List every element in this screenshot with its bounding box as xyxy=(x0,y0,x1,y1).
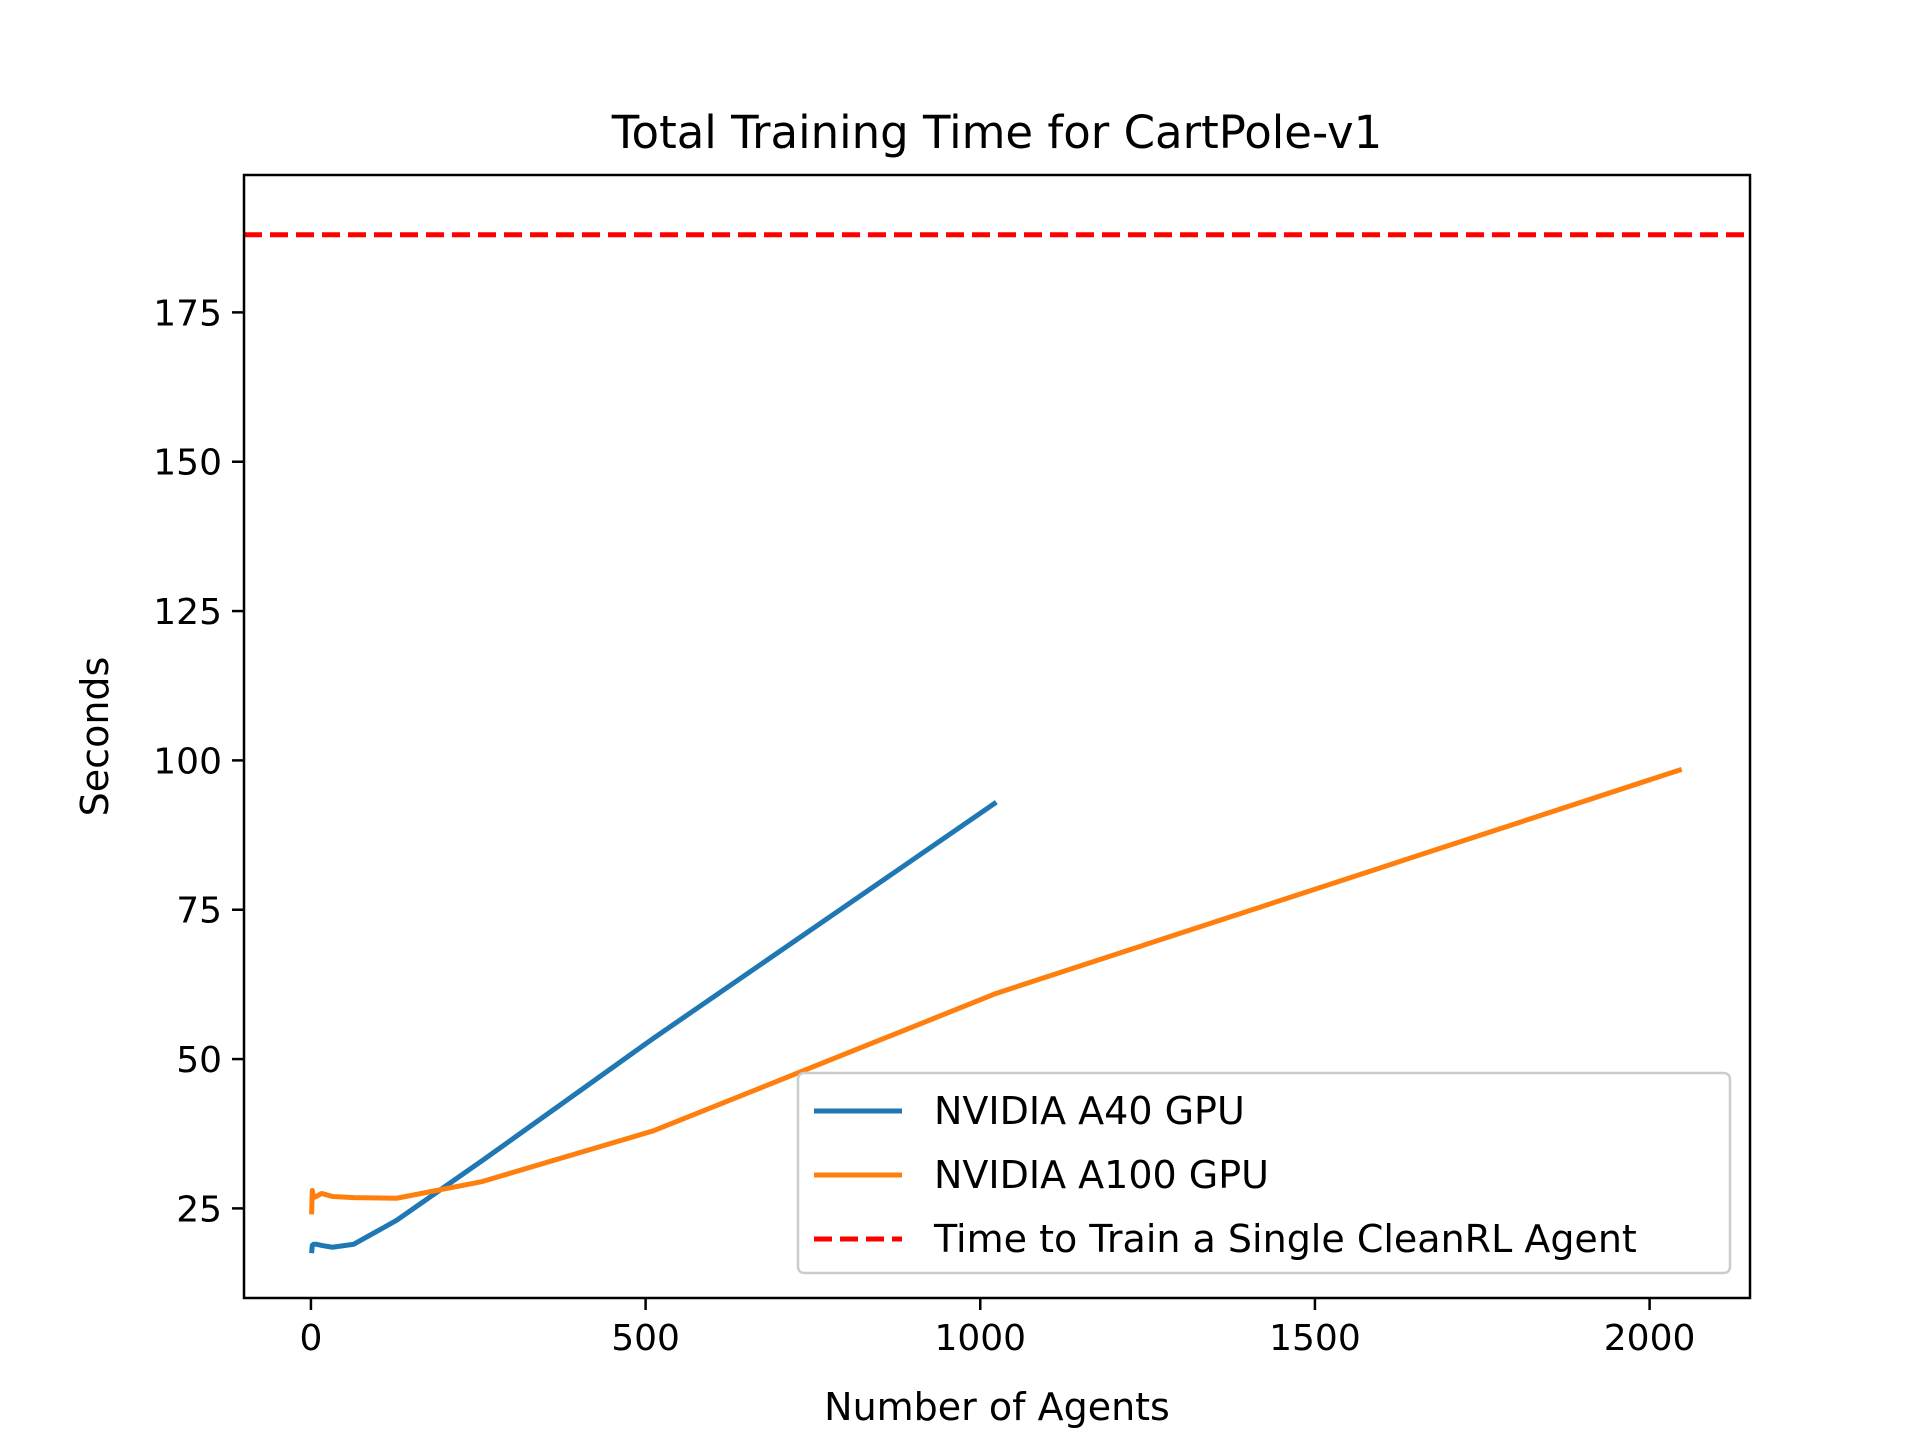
y-tick-label: 100 xyxy=(153,741,222,782)
plot-frame xyxy=(242,173,1752,1300)
x-tick-label: 0 xyxy=(299,1318,322,1359)
legend-label: NVIDIA A40 GPU xyxy=(934,1089,1245,1133)
y-tick-label: 75 xyxy=(176,891,222,932)
series-line-1 xyxy=(309,800,998,1254)
y-tick-label: 25 xyxy=(176,1189,222,1230)
y-tick-label: 175 xyxy=(153,293,222,334)
chart-title: Total Training Time for CartPole-v1 xyxy=(611,106,1383,159)
x-tick-label: 500 xyxy=(611,1318,680,1359)
series-line-2 xyxy=(309,766,1683,1215)
plot-area xyxy=(244,232,1750,1254)
legend-label: Time to Train a Single CleanRL Agent xyxy=(933,1217,1637,1261)
x-axis-title: Number of Agents xyxy=(824,1385,1170,1429)
legend-box xyxy=(796,1071,1732,1275)
x-tick-label: 2000 xyxy=(1604,1318,1696,1359)
legend: NVIDIA A40 GPU NVIDIA A100 GPU Time to Tra… xyxy=(796,1071,1732,1275)
y-axis-title: Seconds xyxy=(73,657,117,817)
y-tick-label: 50 xyxy=(176,1040,222,1081)
x-tick-label: 1000 xyxy=(934,1318,1026,1359)
axes: 0 500 1000 1500 2000 25 50 75 100 125 150 175 xyxy=(153,173,1752,1359)
x-tick-label: 1500 xyxy=(1269,1318,1361,1359)
y-tick-label: 125 xyxy=(153,592,222,633)
legend-label: NVIDIA A100 GPU xyxy=(934,1153,1269,1197)
y-tick-label: 150 xyxy=(153,443,222,484)
